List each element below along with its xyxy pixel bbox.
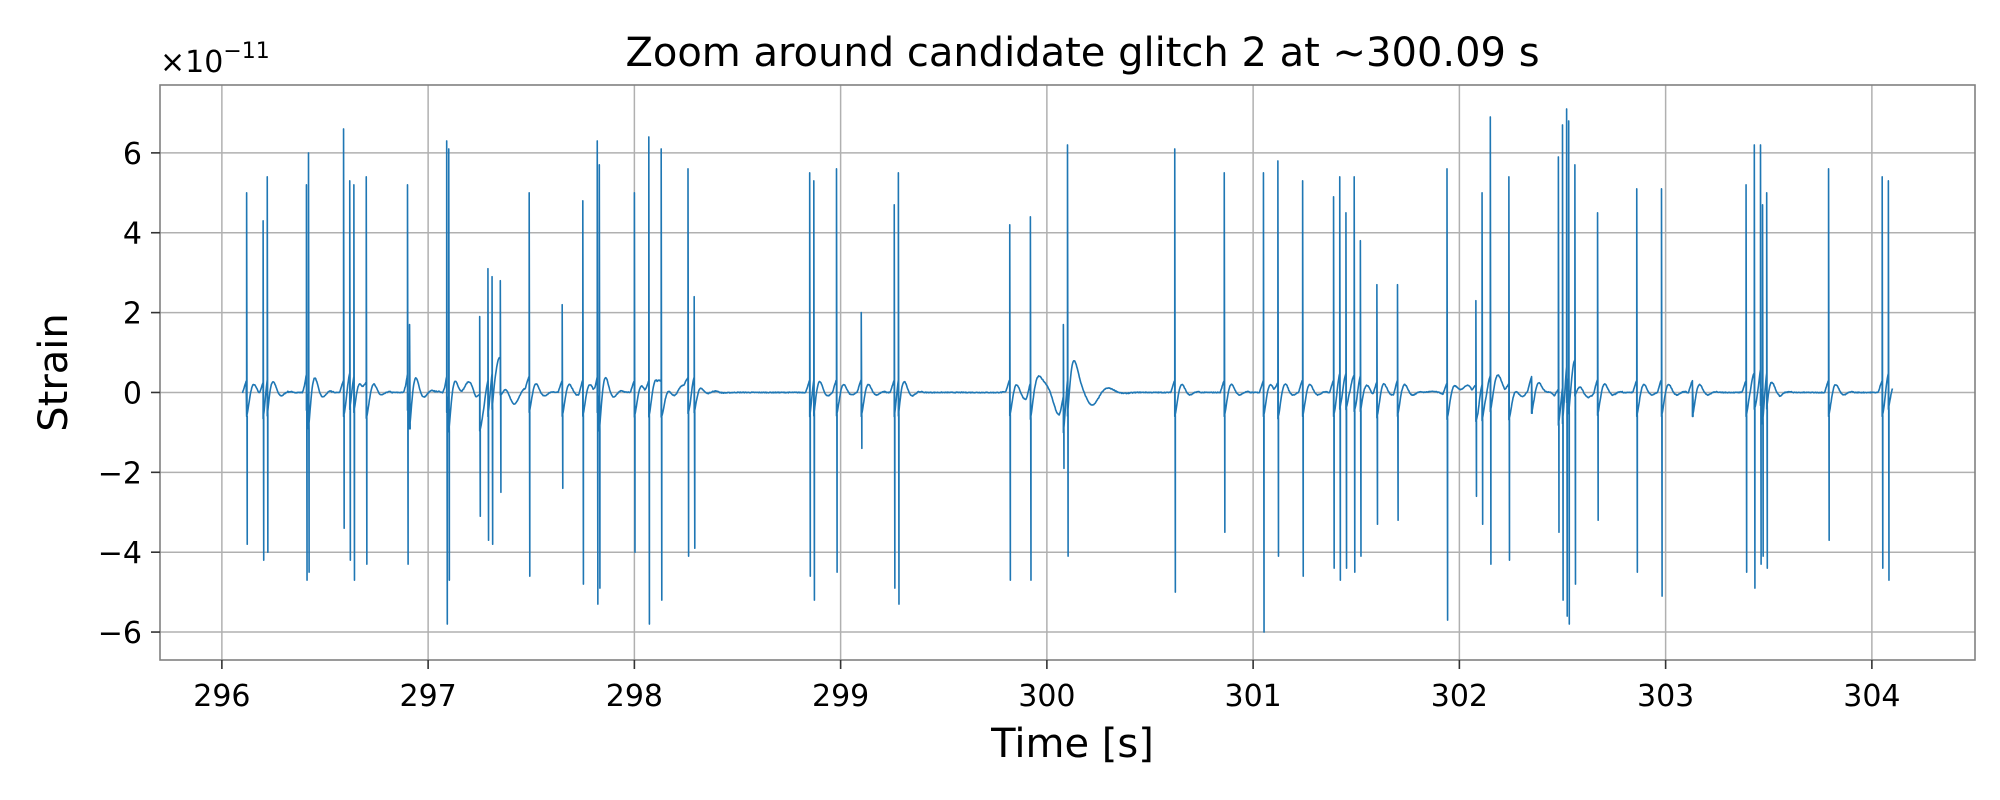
x-tick-label: 302 bbox=[1431, 679, 1488, 714]
x-tick-label: 300 bbox=[1018, 679, 1075, 714]
y-axis-exponent: ×10−11 bbox=[160, 39, 270, 80]
chart-title: Zoom around candidate glitch 2 at ~300.0… bbox=[625, 30, 1539, 76]
x-tick-label: 299 bbox=[812, 679, 869, 714]
x-tick-label: 298 bbox=[606, 679, 663, 714]
y-exponent-base: ×10 bbox=[160, 45, 223, 80]
x-tick-label: 304 bbox=[1843, 679, 1900, 714]
x-axis-label: Time [s] bbox=[990, 721, 1154, 767]
y-tick-label: 6 bbox=[123, 137, 142, 172]
x-tick-label: 301 bbox=[1224, 679, 1281, 714]
y-exponent-power: −11 bbox=[223, 39, 269, 64]
y-axis-label: Strain bbox=[31, 313, 77, 432]
x-tick-label: 297 bbox=[399, 679, 456, 714]
x-tick-label: 303 bbox=[1637, 679, 1694, 714]
y-tick-label: 2 bbox=[123, 297, 142, 332]
y-tick-label: −4 bbox=[98, 536, 142, 571]
y-tick-label: −2 bbox=[98, 456, 142, 491]
plot-frame bbox=[159, 84, 1976, 661]
strain-series-line bbox=[241, 108, 1894, 633]
axis-ticks: 296 297 298 299 300 301 302 303 304 −6 −4 −2 0 2 4 6 bbox=[98, 137, 1901, 714]
x-tick-label: 296 bbox=[193, 679, 250, 714]
y-tick-label: 0 bbox=[123, 376, 142, 411]
y-tick-label: 4 bbox=[123, 217, 142, 252]
y-tick-label: −6 bbox=[98, 616, 142, 651]
